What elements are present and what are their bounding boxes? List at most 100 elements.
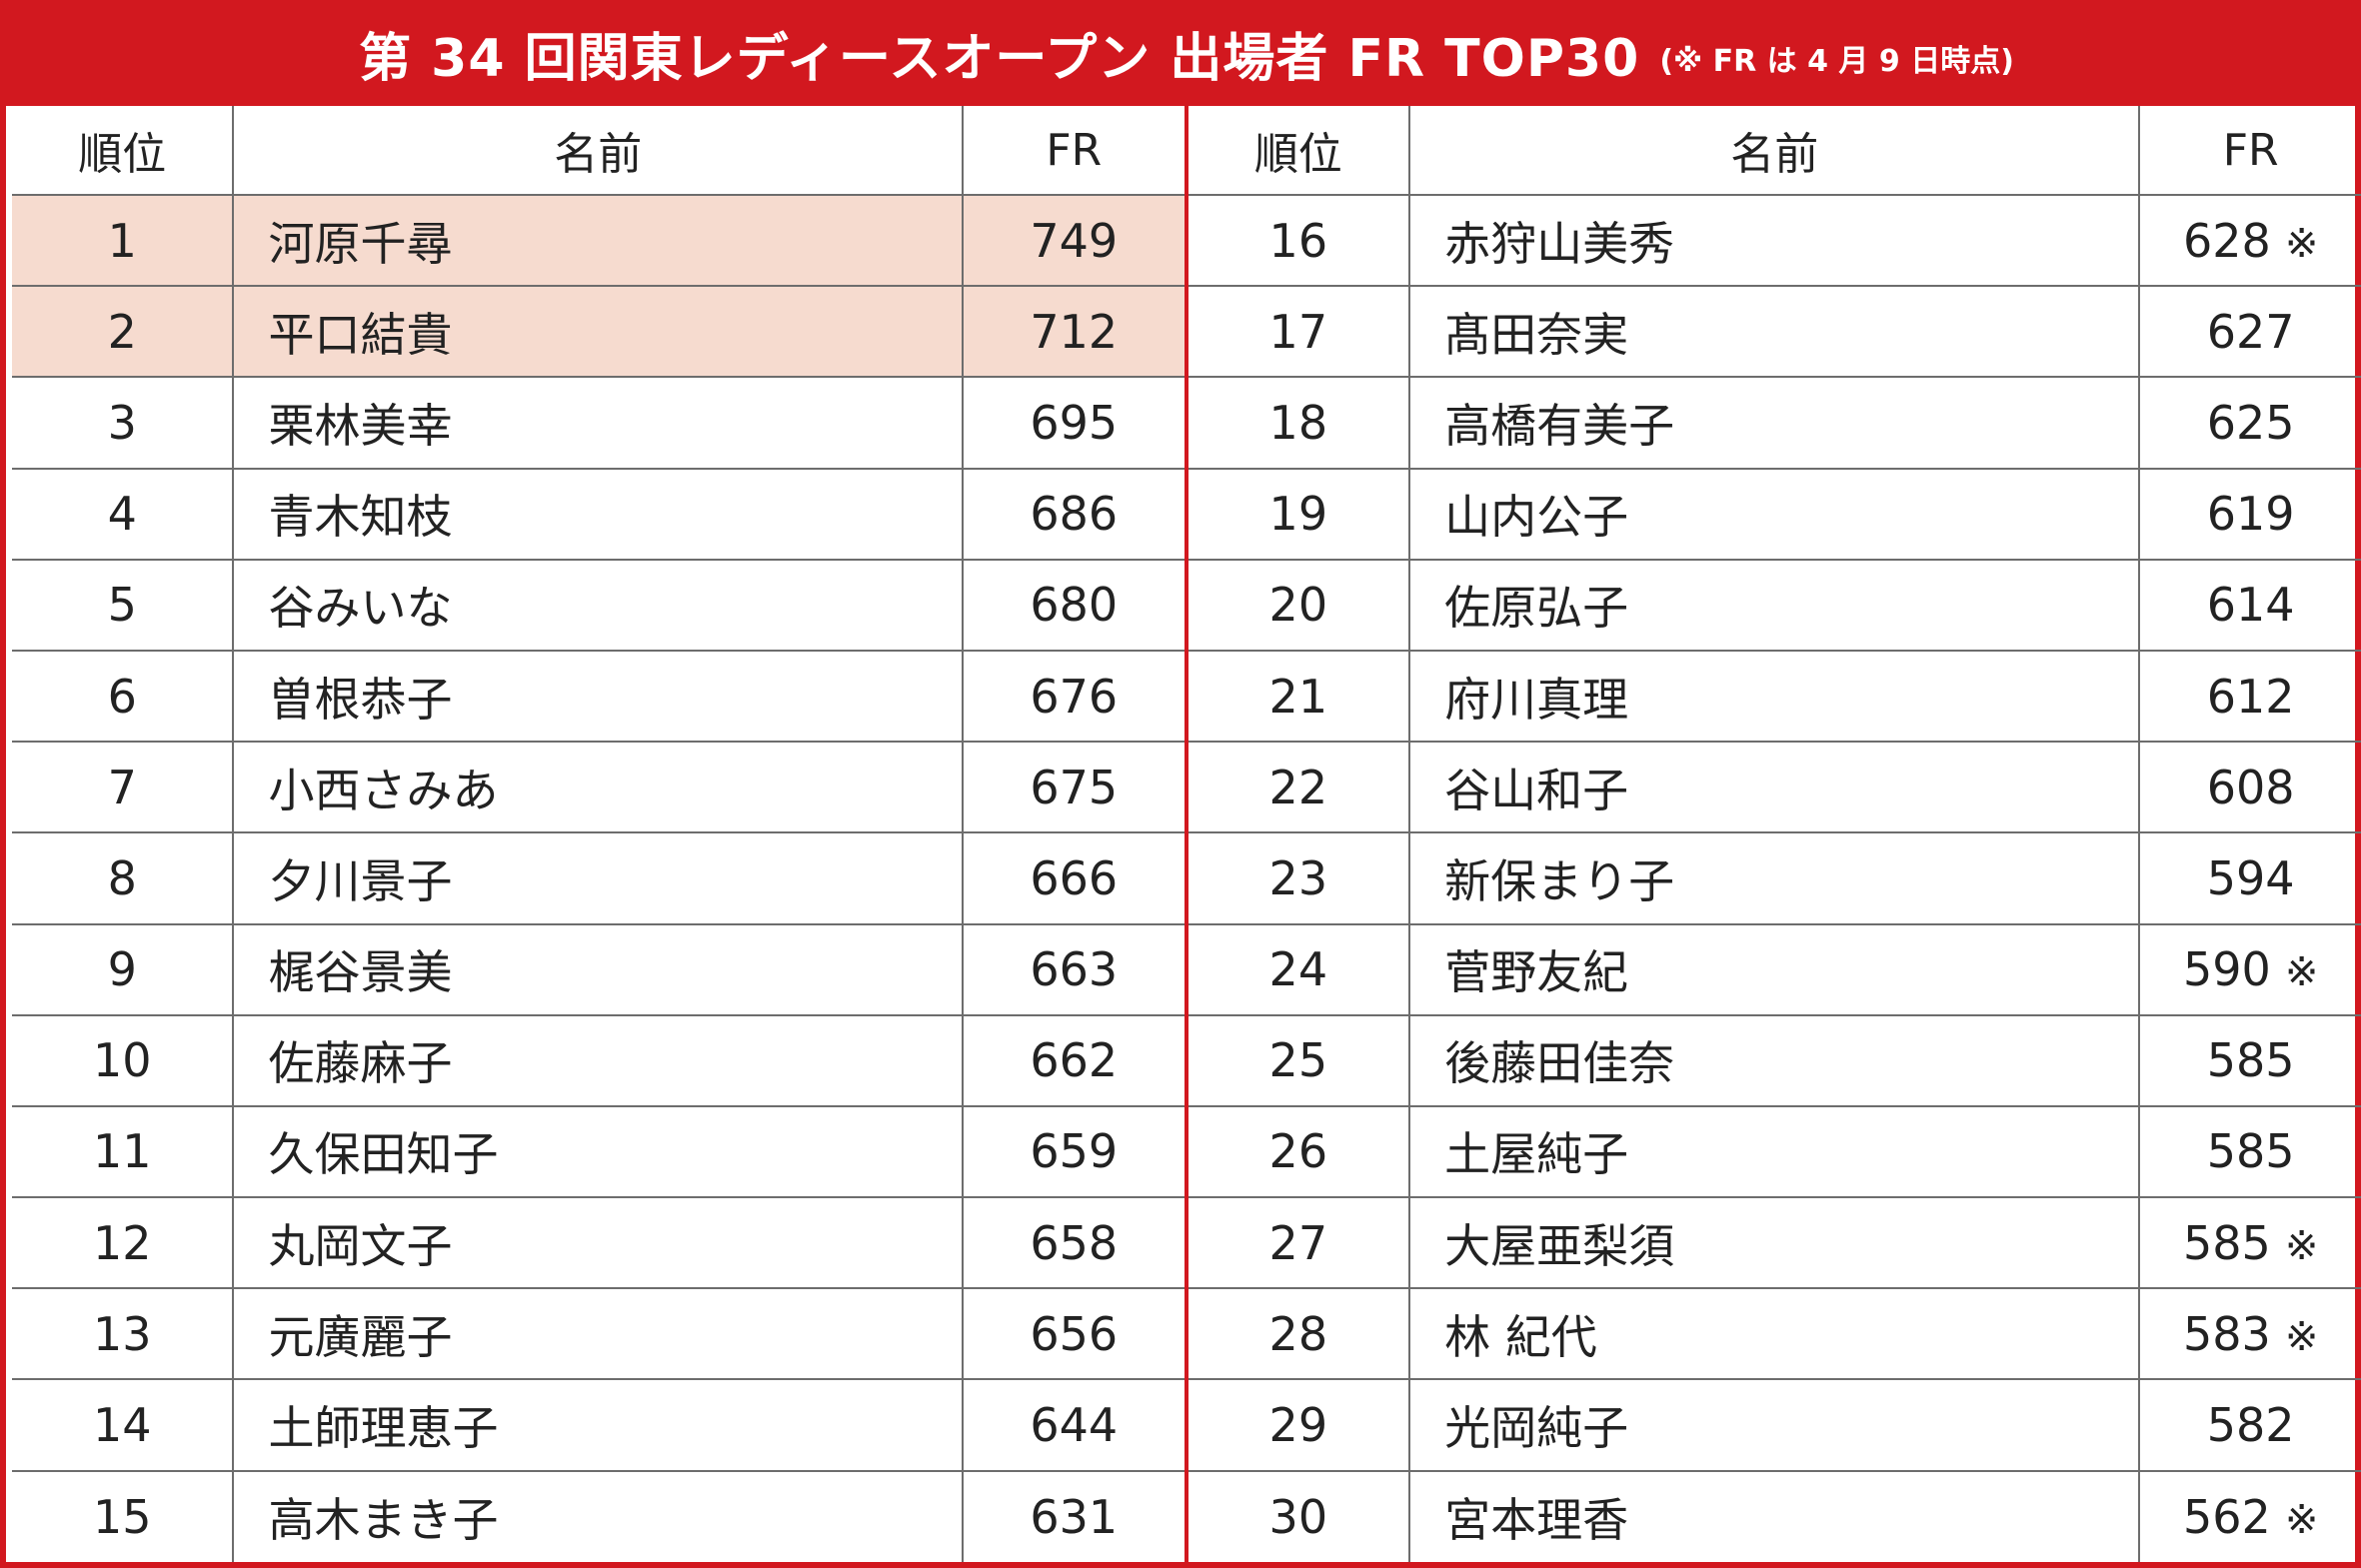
rank-cell: 1 <box>12 193 235 288</box>
fr-cell: 663 <box>962 922 1184 1016</box>
player-name-cell: 大屋亜梨須 <box>1408 1196 2141 1290</box>
note-mark: ※ <box>2284 1496 2319 1543</box>
fr-value: 619 <box>2206 487 2295 542</box>
fr-cell: 627 <box>2138 285 2361 379</box>
rank-cell: 24 <box>1187 922 1411 1016</box>
table-body-right: 16 赤狩山美秀 628 ※ 17 髙田奈実 627 18 高橋有美子 625 19 山内公子 619 2… <box>1187 193 2361 1562</box>
fr-cell: 631 <box>962 1469 1184 1562</box>
fr-cell: 619 <box>2138 467 2361 561</box>
fr-cell: 712 <box>962 285 1184 379</box>
fr-cell: 585 ※ <box>2138 1196 2361 1290</box>
player-name-cell: 林 紀代 <box>1408 1287 2141 1381</box>
note-mark: ※ <box>2284 949 2319 996</box>
table-row: 29 光岡純子 582 <box>1187 1378 2361 1472</box>
table-row: 20 佐原弘子 614 <box>1187 558 2361 652</box>
header-rank: 順位 <box>12 106 235 196</box>
fr-cell: 666 <box>962 831 1184 925</box>
table-row: 23 新保まり子 594 <box>1187 831 2361 925</box>
fr-value: 594 <box>2206 850 2295 905</box>
fr-value: 612 <box>2206 669 2295 724</box>
player-name-cell: 久保田知子 <box>232 1104 965 1199</box>
table-row: 2 平口結貴 712 <box>12 285 1184 379</box>
player-name-cell: 佐原弘子 <box>1408 558 2141 652</box>
table-row: 27 大屋亜梨須 585 ※ <box>1187 1196 2361 1290</box>
fr-value: 627 <box>2206 304 2295 359</box>
table-row: 26 土屋純子 585 <box>1187 1104 2361 1199</box>
table-row: 25 後藤田佳奈 585 <box>1187 1013 2361 1107</box>
fr-cell: 590 ※ <box>2138 922 2361 1016</box>
fr-cell: 608 <box>2138 741 2361 834</box>
player-name-cell: 夕川景子 <box>232 831 965 925</box>
table-row: 14 土師理恵子 644 <box>12 1378 1184 1472</box>
rank-cell: 16 <box>1187 193 1411 288</box>
ranking-tables: 順位 名前 FR 1 河原千尋 749 2 平口結貴 712 3 栗林美幸 695 4 青木知枝 68… <box>12 106 2361 1562</box>
player-name-cell: 曽根恭子 <box>232 649 965 744</box>
fr-value: 662 <box>1030 1033 1119 1088</box>
fr-value: 590 <box>2183 942 2271 997</box>
player-name-cell: 新保まり子 <box>1408 831 2141 925</box>
table-row: 22 谷山和子 608 <box>1187 741 2361 834</box>
player-name-cell: 梶谷景美 <box>232 922 965 1016</box>
player-name-cell: 高橋有美子 <box>1408 376 2141 470</box>
player-name-cell: 丸岡文子 <box>232 1196 965 1290</box>
fr-cell: 583 ※ <box>2138 1287 2361 1381</box>
rank-cell: 11 <box>12 1104 235 1199</box>
ranking-table-left: 順位 名前 FR 1 河原千尋 749 2 平口結貴 712 3 栗林美幸 695 4 青木知枝 68… <box>12 106 1184 1562</box>
fr-cell: 656 <box>962 1287 1184 1381</box>
rank-cell: 8 <box>12 831 235 925</box>
fr-value: 686 <box>1030 487 1119 542</box>
player-name-cell: 青木知枝 <box>232 467 965 561</box>
player-name-cell: 宮本理香 <box>1408 1469 2141 1562</box>
fr-cell: 585 <box>2138 1104 2361 1199</box>
rank-cell: 6 <box>12 649 235 744</box>
fr-cell: 662 <box>962 1013 1184 1107</box>
fr-cell: 614 <box>2138 558 2361 652</box>
table-row: 30 宮本理香 562 ※ <box>1187 1469 2361 1562</box>
page-title: 第 34 回関東レディースオープン 出場者 FR TOP30 <box>359 28 1640 89</box>
fr-cell: 659 <box>962 1104 1184 1199</box>
table-row: 1 河原千尋 749 <box>12 193 1184 288</box>
rank-cell: 15 <box>12 1469 235 1562</box>
table-row: 8 夕川景子 666 <box>12 831 1184 925</box>
table-row: 18 高橋有美子 625 <box>1187 376 2361 470</box>
fr-cell: 594 <box>2138 831 2361 925</box>
fr-value: 749 <box>1030 213 1119 268</box>
fr-cell: 675 <box>962 741 1184 834</box>
rank-cell: 20 <box>1187 558 1411 652</box>
header-fr: FR <box>962 106 1184 196</box>
table-row: 28 林 紀代 583 ※ <box>1187 1287 2361 1381</box>
fr-value: 659 <box>1030 1124 1119 1179</box>
player-name-cell: 河原千尋 <box>232 193 965 288</box>
player-name-cell: 谷山和子 <box>1408 741 2141 834</box>
fr-cell: 644 <box>962 1378 1184 1472</box>
fr-value: 614 <box>2206 578 2295 633</box>
fr-value: 666 <box>1030 850 1119 905</box>
rank-cell: 5 <box>12 558 235 652</box>
rank-cell: 23 <box>1187 831 1411 925</box>
fr-value: 712 <box>1030 304 1119 359</box>
player-name-cell: 栗林美幸 <box>232 376 965 470</box>
table-row: 5 谷みいな 680 <box>12 558 1184 652</box>
table-body-left: 1 河原千尋 749 2 平口結貴 712 3 栗林美幸 695 4 青木知枝 686 5 谷みいな 680… <box>12 193 1184 1562</box>
rank-cell: 19 <box>1187 467 1411 561</box>
rank-cell: 2 <box>12 285 235 379</box>
table-row: 16 赤狩山美秀 628 ※ <box>1187 193 2361 288</box>
table-row: 7 小西さみあ 675 <box>12 741 1184 834</box>
header-name: 名前 <box>1408 106 2141 196</box>
player-name-cell: 府川真理 <box>1408 649 2141 744</box>
rank-cell: 9 <box>12 922 235 1016</box>
table-row: 13 元廣麗子 656 <box>12 1287 1184 1381</box>
player-name-cell: 山内公子 <box>1408 467 2141 561</box>
rank-cell: 28 <box>1187 1287 1411 1381</box>
player-name-cell: 後藤田佳奈 <box>1408 1013 2141 1107</box>
rank-cell: 21 <box>1187 649 1411 744</box>
header-row: 順位 名前 FR <box>12 106 1184 196</box>
table-row: 12 丸岡文子 658 <box>12 1196 1184 1290</box>
player-name-cell: 髙田奈実 <box>1408 285 2141 379</box>
player-name-cell: 赤狩山美秀 <box>1408 193 2141 288</box>
table-row: 4 青木知枝 686 <box>12 467 1184 561</box>
table-row: 6 曽根恭子 676 <box>12 649 1184 744</box>
fr-cell: 680 <box>962 558 1184 652</box>
note-mark: ※ <box>2284 220 2319 267</box>
fr-cell: 612 <box>2138 649 2361 744</box>
